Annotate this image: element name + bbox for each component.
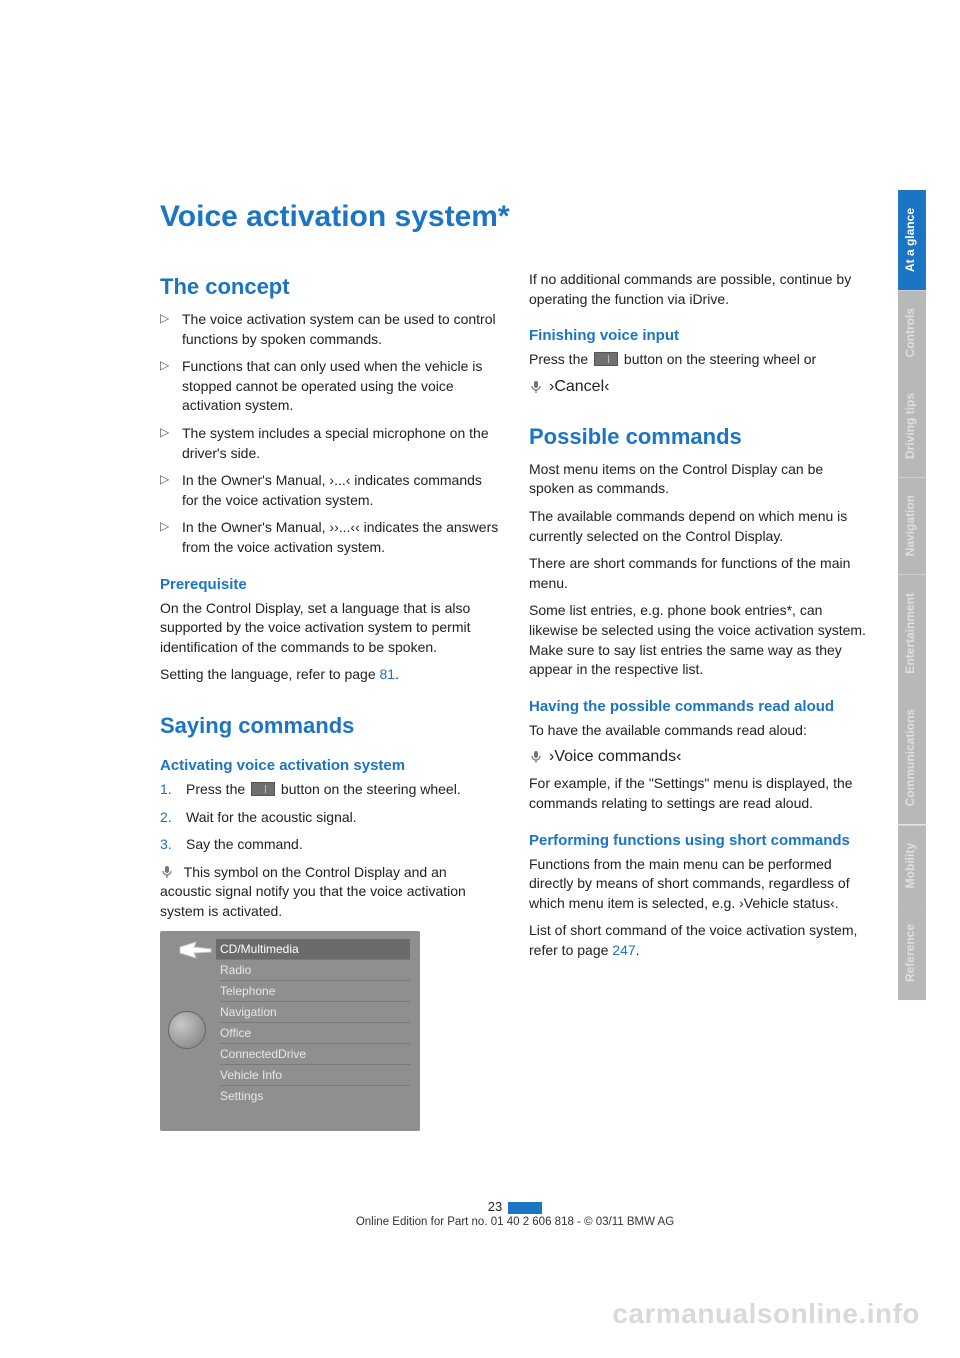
page-title: Voice activation system*: [160, 200, 870, 234]
step-text-a: Press the: [186, 781, 249, 797]
possible-heading: Possible commands: [529, 424, 870, 450]
menu-item: Vehicle Info: [220, 1065, 410, 1086]
menu-item: Settings: [220, 1086, 410, 1106]
voice-commands-line: ›Voice commands‹: [529, 748, 870, 766]
concept-bullet: In the Owner's Manual, ››...‹‹ indicates…: [160, 518, 501, 557]
voice-button-icon: [594, 352, 618, 366]
concept-heading: The concept: [160, 274, 501, 300]
voice-commands-label: ›Voice commands‹: [549, 748, 682, 766]
tab-entertainment[interactable]: Entertainment: [898, 575, 926, 692]
idrive-controller-icon: [168, 1011, 206, 1049]
right-column: If no additional commands are possible, …: [529, 270, 870, 1131]
prereq-ref-a: Setting the language, refer to page: [160, 666, 380, 682]
page-link-247[interactable]: 247: [612, 942, 635, 958]
tab-navigation[interactable]: Navigation: [898, 477, 926, 574]
left-column: The concept The voice activation system …: [160, 270, 501, 1131]
activating-heading: Activating voice activation system: [160, 757, 501, 774]
step-number: 1.: [160, 780, 172, 800]
cancel-label: ›Cancel‹: [549, 378, 609, 396]
menu-item: Navigation: [220, 1002, 410, 1023]
step-number: 3.: [160, 835, 172, 855]
short-p2-a: List of short command of the voice activ…: [529, 922, 857, 958]
concept-list: The voice activation system can be used …: [160, 310, 501, 558]
tab-at-a-glance[interactable]: At a glance: [898, 190, 926, 290]
tab-driving-tips[interactable]: Driving tips: [898, 375, 926, 477]
tab-reference[interactable]: Reference: [898, 906, 926, 1000]
menu-item: Telephone: [220, 981, 410, 1002]
voice-button-icon: [251, 782, 275, 796]
step-3: 3. Say the command.: [160, 835, 501, 855]
activating-steps: 1. Press the button on the steering whee…: [160, 780, 501, 855]
pointer-arrow-icon: [178, 939, 212, 961]
possible-p4: Some list entries, e.g. phone book entri…: [529, 601, 870, 679]
step-text: Say the command.: [186, 836, 303, 852]
finishing-text: Press the button on the steering wheel o…: [529, 350, 870, 370]
saying-heading: Saying commands: [160, 713, 501, 739]
short-p1: Functions from the main menu can be perf…: [529, 855, 870, 914]
read-aloud-heading: Having the possible commands read aloud: [529, 698, 870, 715]
concept-bullet: The system includes a special microphone…: [160, 424, 501, 463]
finishing-heading: Finishing voice input: [529, 327, 870, 344]
edition-line: Online Edition for Part no. 01 40 2 606 …: [160, 1216, 870, 1228]
page-number-row: 23: [160, 1199, 870, 1214]
concept-bullet: The voice activation system can be used …: [160, 310, 501, 349]
read-p1: To have the available commands read alou…: [529, 721, 870, 741]
step-text: Wait for the acoustic signal.: [186, 809, 357, 825]
short-p2-b: .: [636, 942, 640, 958]
page-number: 23: [488, 1199, 502, 1214]
step-text-b: button on the steering wheel.: [277, 781, 461, 797]
mic-icon: [529, 750, 543, 764]
section-tabs: At a glance Controls Driving tips Naviga…: [898, 190, 926, 1000]
step-number: 2.: [160, 808, 172, 828]
short-heading: Performing functions using short command…: [529, 832, 870, 849]
after-steps-text: This symbol on the Control Display and a…: [160, 863, 501, 922]
prereq-ref-b: .: [395, 666, 399, 682]
mic-icon: [529, 380, 543, 394]
manual-page: Voice activation system* The concept The…: [0, 0, 960, 1358]
prerequisite-heading: Prerequisite: [160, 576, 501, 593]
read-p2: For example, if the "Settings" menu is d…: [529, 774, 870, 813]
prerequisite-text: On the Control Display, set a language t…: [160, 599, 501, 658]
tab-communications[interactable]: Communications: [898, 691, 926, 824]
step-2: 2. Wait for the acoustic signal.: [160, 808, 501, 828]
menu-item: CD/Multimedia: [216, 939, 410, 960]
no-additional-text: If no additional commands are possible, …: [529, 270, 870, 309]
menu-item: Radio: [220, 960, 410, 981]
finishing-b: button on the steering wheel or: [620, 351, 816, 367]
menu-item: Office: [220, 1023, 410, 1044]
step-1: 1. Press the button on the steering whee…: [160, 780, 501, 800]
page-link-81[interactable]: 81: [380, 666, 396, 682]
short-p2: List of short command of the voice activ…: [529, 921, 870, 960]
page-number-bar: [508, 1202, 542, 1214]
idrive-screenshot: CD/Multimedia Radio Telephone Navigation…: [160, 931, 420, 1131]
tab-controls[interactable]: Controls: [898, 290, 926, 375]
possible-p2: The available commands depend on which m…: [529, 507, 870, 546]
concept-bullet: In the Owner's Manual, ›...‹ indicates c…: [160, 471, 501, 510]
prerequisite-ref: Setting the language, refer to page 81.: [160, 665, 501, 685]
mic-icon: [160, 865, 174, 879]
menu-item: ConnectedDrive: [220, 1044, 410, 1065]
after-steps-span: This symbol on the Control Display and a…: [160, 864, 466, 919]
content-columns: The concept The voice activation system …: [160, 270, 870, 1131]
concept-bullet: Functions that can only used when the ve…: [160, 357, 501, 416]
page-footer: 23 Online Edition for Part no. 01 40 2 6…: [160, 1199, 870, 1228]
watermark: carmanualsonline.info: [612, 1298, 920, 1330]
possible-p3: There are short commands for functions o…: [529, 554, 870, 593]
finishing-a: Press the: [529, 351, 592, 367]
tab-mobility[interactable]: Mobility: [898, 825, 926, 906]
cancel-command: ›Cancel‹: [529, 378, 870, 396]
possible-p1: Most menu items on the Control Display c…: [529, 460, 870, 499]
